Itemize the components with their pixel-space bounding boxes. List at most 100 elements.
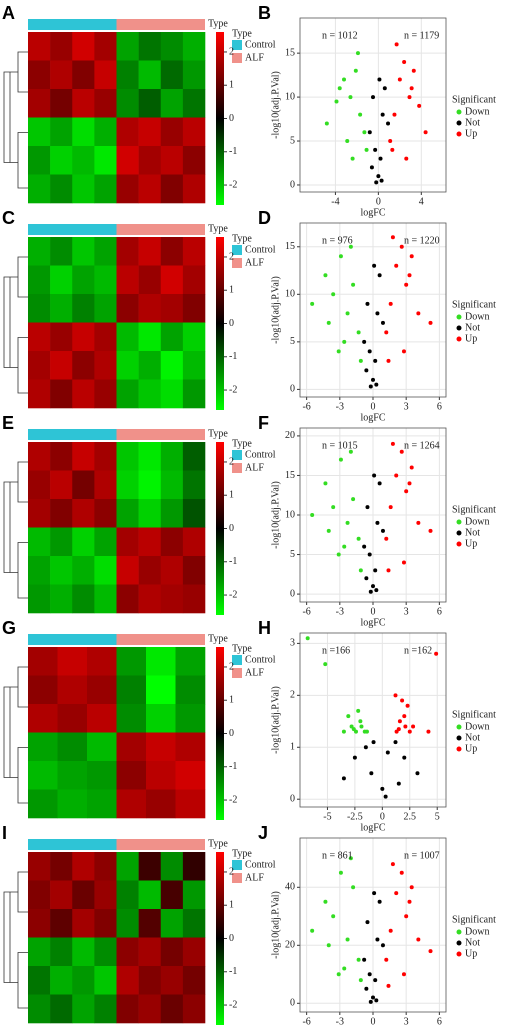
- panel-label: A: [2, 3, 15, 23]
- heat-cell: [146, 647, 176, 676]
- legend-label: Down: [465, 926, 489, 937]
- point: [411, 68, 416, 73]
- legend-label: Not: [465, 322, 480, 333]
- point: [358, 568, 363, 573]
- point: [348, 449, 353, 454]
- point: [348, 95, 353, 100]
- y-tick-label: 15: [285, 47, 295, 58]
- point: [326, 320, 331, 325]
- x-tick-label: 3: [404, 1016, 409, 1027]
- point: [338, 457, 343, 462]
- heat-cell: [138, 584, 162, 614]
- y-axis-label: -log10(adj.P.Val): [270, 276, 281, 344]
- heat-cell: [57, 789, 88, 819]
- point: [326, 528, 331, 533]
- heat-cell: [72, 470, 95, 500]
- point: [428, 949, 433, 954]
- heat-cell: [182, 937, 206, 967]
- panel-label: D: [258, 208, 271, 228]
- point: [376, 174, 381, 179]
- point: [372, 473, 377, 478]
- point: [399, 449, 404, 454]
- count-annotation: n = 861: [322, 850, 353, 861]
- heat-cell: [116, 880, 139, 910]
- group-bar: [116, 19, 205, 30]
- heat-cell: [94, 909, 117, 938]
- point: [373, 147, 378, 152]
- colorbar-tick-label: 2: [229, 661, 234, 672]
- point: [336, 972, 341, 977]
- point: [375, 520, 380, 525]
- point: [362, 339, 367, 344]
- heat-cell: [175, 732, 206, 762]
- heat-cell: [28, 294, 51, 323]
- heat-cell: [116, 146, 139, 175]
- point: [341, 729, 346, 734]
- y-tick-label: 5: [290, 135, 295, 146]
- heat-cell: [182, 584, 206, 614]
- point: [323, 273, 328, 278]
- heat-cell: [94, 379, 117, 409]
- heat-cell: [160, 294, 184, 323]
- point: [380, 320, 385, 325]
- heat-cell: [94, 442, 117, 471]
- point: [386, 121, 391, 126]
- point: [364, 729, 369, 734]
- heat-cell: [116, 32, 139, 61]
- heat-cell: [72, 60, 95, 90]
- point: [371, 584, 375, 589]
- heat-cell: [182, 351, 206, 380]
- heat-cell: [116, 470, 139, 500]
- heat-cell: [72, 146, 95, 175]
- point: [352, 755, 357, 760]
- panel-label: G: [2, 618, 16, 638]
- point: [409, 465, 414, 470]
- heat-cell: [160, 470, 184, 500]
- colorbar-tick-label: 0: [229, 933, 234, 944]
- group-bar: [28, 839, 117, 850]
- y-tick-label: 0: [290, 384, 295, 395]
- heat-cell: [28, 556, 51, 585]
- count-annotation: n = 1220: [404, 235, 440, 246]
- point: [345, 937, 350, 942]
- colorbar-tick-label: 0: [229, 318, 234, 329]
- point: [305, 636, 310, 641]
- point: [310, 513, 315, 517]
- heat-cell: [138, 937, 162, 967]
- heat-cell: [72, 994, 95, 1024]
- colorbar-tick-label: 1: [229, 80, 234, 91]
- heat-cell: [28, 994, 51, 1024]
- point: [388, 139, 393, 144]
- point: [326, 943, 331, 948]
- heat-cell: [72, 909, 95, 938]
- point: [380, 943, 385, 948]
- point: [350, 156, 355, 161]
- legend-swatch: [232, 860, 242, 870]
- heat-cell: [72, 174, 95, 204]
- heat-cell: [50, 499, 73, 528]
- heat-cell: [116, 117, 139, 147]
- heat-cell: [72, 89, 95, 118]
- legend-label: Up: [465, 743, 477, 754]
- point: [386, 358, 391, 363]
- point: [434, 651, 439, 656]
- heat-cell: [138, 32, 162, 61]
- y-tick-label: 20: [285, 430, 295, 441]
- point: [375, 311, 380, 316]
- point: [345, 311, 350, 316]
- heat-cell: [160, 584, 184, 614]
- point: [372, 263, 377, 268]
- heat-cell: [146, 761, 176, 790]
- point: [358, 719, 363, 724]
- point: [356, 536, 361, 541]
- heat-cell: [94, 322, 117, 352]
- colorbar-tick-label: -2: [229, 999, 237, 1010]
- point: [409, 254, 414, 259]
- heat-cell: [116, 351, 139, 380]
- heat-cell: [50, 527, 73, 557]
- y-tick-label: 10: [285, 289, 295, 300]
- point: [409, 885, 414, 890]
- legend-swatch: [232, 450, 242, 460]
- heat-cell: [28, 909, 51, 938]
- heat-cell: [146, 675, 176, 705]
